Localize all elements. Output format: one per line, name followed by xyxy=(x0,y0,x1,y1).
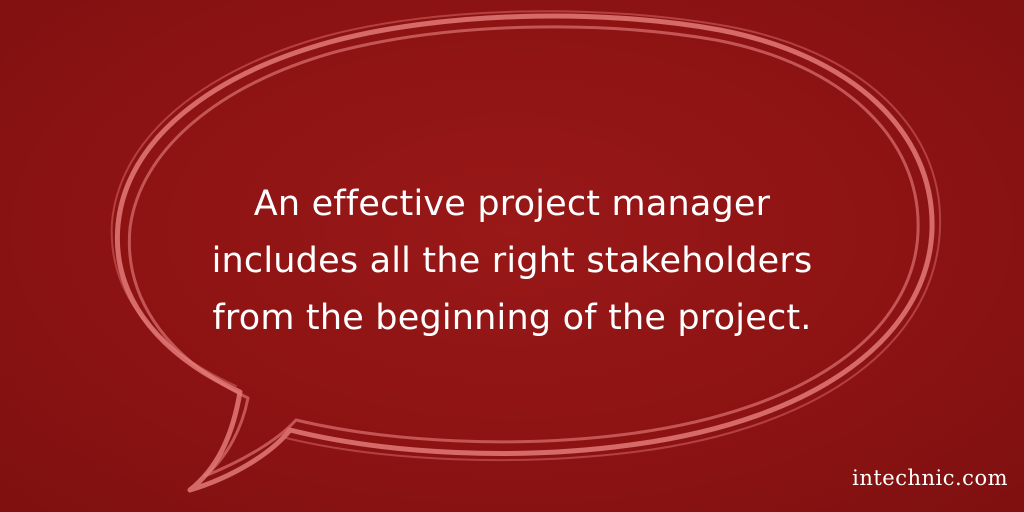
quote-line: includes all the right stakeholders xyxy=(211,241,813,281)
quote-line: An effective project manager xyxy=(253,184,771,224)
site-watermark: intechnic.com xyxy=(852,466,1008,490)
quote-line: from the beginning of the project. xyxy=(212,298,812,338)
quote-text: An effective project manager includes al… xyxy=(140,176,884,347)
